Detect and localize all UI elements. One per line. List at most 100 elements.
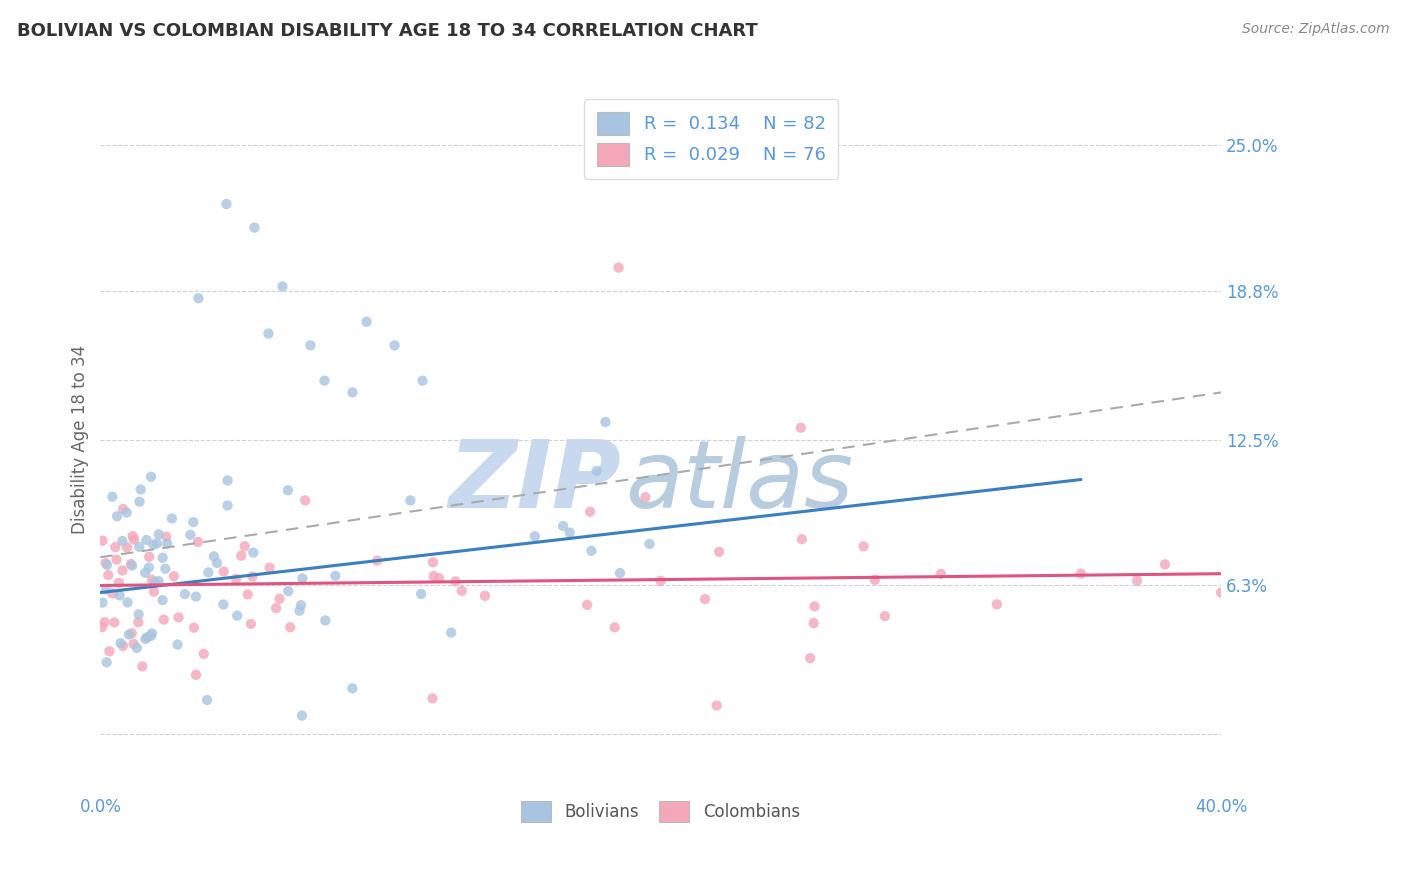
- Point: [277, 483, 299, 498]
- Point: [143, 584, 166, 599]
- Point: [790, 532, 813, 546]
- Point: [290, 598, 312, 612]
- Text: ZIP: ZIP: [449, 436, 621, 528]
- Point: [134, 566, 156, 580]
- Point: [1070, 566, 1092, 581]
- Point: [103, 615, 125, 630]
- Point: [231, 549, 253, 563]
- Point: [706, 698, 728, 713]
- Point: [121, 558, 143, 573]
- Point: [122, 533, 145, 547]
- Point: [163, 569, 186, 583]
- Point: [110, 636, 132, 650]
- Point: [184, 590, 207, 604]
- Point: [650, 574, 672, 588]
- Point: [111, 639, 134, 653]
- Point: [111, 534, 134, 549]
- Point: [852, 539, 875, 553]
- Point: [141, 626, 163, 640]
- Point: [269, 591, 291, 606]
- Point: [342, 681, 364, 696]
- Point: [384, 338, 406, 352]
- Point: [128, 607, 150, 622]
- Point: [143, 575, 166, 590]
- Point: [239, 616, 262, 631]
- Point: [450, 583, 472, 598]
- Point: [278, 620, 301, 634]
- Point: [118, 627, 141, 641]
- Point: [579, 505, 602, 519]
- Text: atlas: atlas: [624, 436, 853, 527]
- Point: [120, 557, 142, 571]
- Point: [122, 637, 145, 651]
- Point: [595, 415, 617, 429]
- Point: [558, 525, 581, 540]
- Point: [108, 575, 131, 590]
- Point: [96, 558, 118, 572]
- Point: [127, 615, 149, 630]
- Point: [112, 502, 135, 516]
- Point: [138, 560, 160, 574]
- Point: [197, 566, 219, 580]
- Point: [799, 651, 821, 665]
- Point: [148, 527, 170, 541]
- Point: [264, 601, 287, 615]
- Point: [105, 552, 128, 566]
- Point: [634, 490, 657, 504]
- Point: [111, 563, 134, 577]
- Point: [167, 610, 190, 624]
- Point: [135, 533, 157, 547]
- Point: [181, 515, 204, 529]
- Point: [115, 541, 138, 555]
- Point: [98, 644, 121, 658]
- Point: [1154, 558, 1177, 572]
- Point: [108, 589, 131, 603]
- Point: [412, 374, 434, 388]
- Point: [271, 279, 294, 293]
- Point: [863, 573, 886, 587]
- Text: BOLIVIAN VS COLOMBIAN DISABILITY AGE 18 TO 34 CORRELATION CHART: BOLIVIAN VS COLOMBIAN DISABILITY AGE 18 …: [17, 22, 758, 40]
- Point: [474, 589, 496, 603]
- Point: [1126, 574, 1149, 588]
- Point: [399, 493, 422, 508]
- Point: [226, 608, 249, 623]
- Point: [259, 560, 281, 574]
- Point: [94, 615, 117, 629]
- Point: [97, 568, 120, 582]
- Point: [523, 529, 546, 543]
- Point: [422, 569, 444, 583]
- Point: [121, 529, 143, 543]
- Point: [217, 499, 239, 513]
- Point: [803, 599, 825, 614]
- Point: [160, 511, 183, 525]
- Point: [242, 545, 264, 559]
- Point: [638, 537, 661, 551]
- Point: [342, 385, 364, 400]
- Point: [291, 708, 314, 723]
- Point: [131, 659, 153, 673]
- Y-axis label: Disability Age 18 to 34: Disability Age 18 to 34: [72, 345, 89, 534]
- Point: [314, 374, 336, 388]
- Point: [96, 656, 118, 670]
- Point: [183, 621, 205, 635]
- Point: [152, 550, 174, 565]
- Point: [91, 533, 114, 548]
- Point: [212, 565, 235, 579]
- Point: [94, 556, 117, 570]
- Point: [155, 530, 177, 544]
- Point: [128, 494, 150, 508]
- Legend: Bolivians, Colombians: Bolivians, Colombians: [510, 789, 811, 834]
- Point: [139, 469, 162, 483]
- Point: [603, 620, 626, 634]
- Point: [215, 197, 238, 211]
- Point: [134, 632, 156, 646]
- Point: [299, 338, 322, 352]
- Point: [291, 571, 314, 585]
- Point: [101, 490, 124, 504]
- Point: [152, 613, 174, 627]
- Point: [115, 506, 138, 520]
- Point: [187, 535, 209, 549]
- Point: [184, 668, 207, 682]
- Point: [166, 638, 188, 652]
- Point: [104, 540, 127, 554]
